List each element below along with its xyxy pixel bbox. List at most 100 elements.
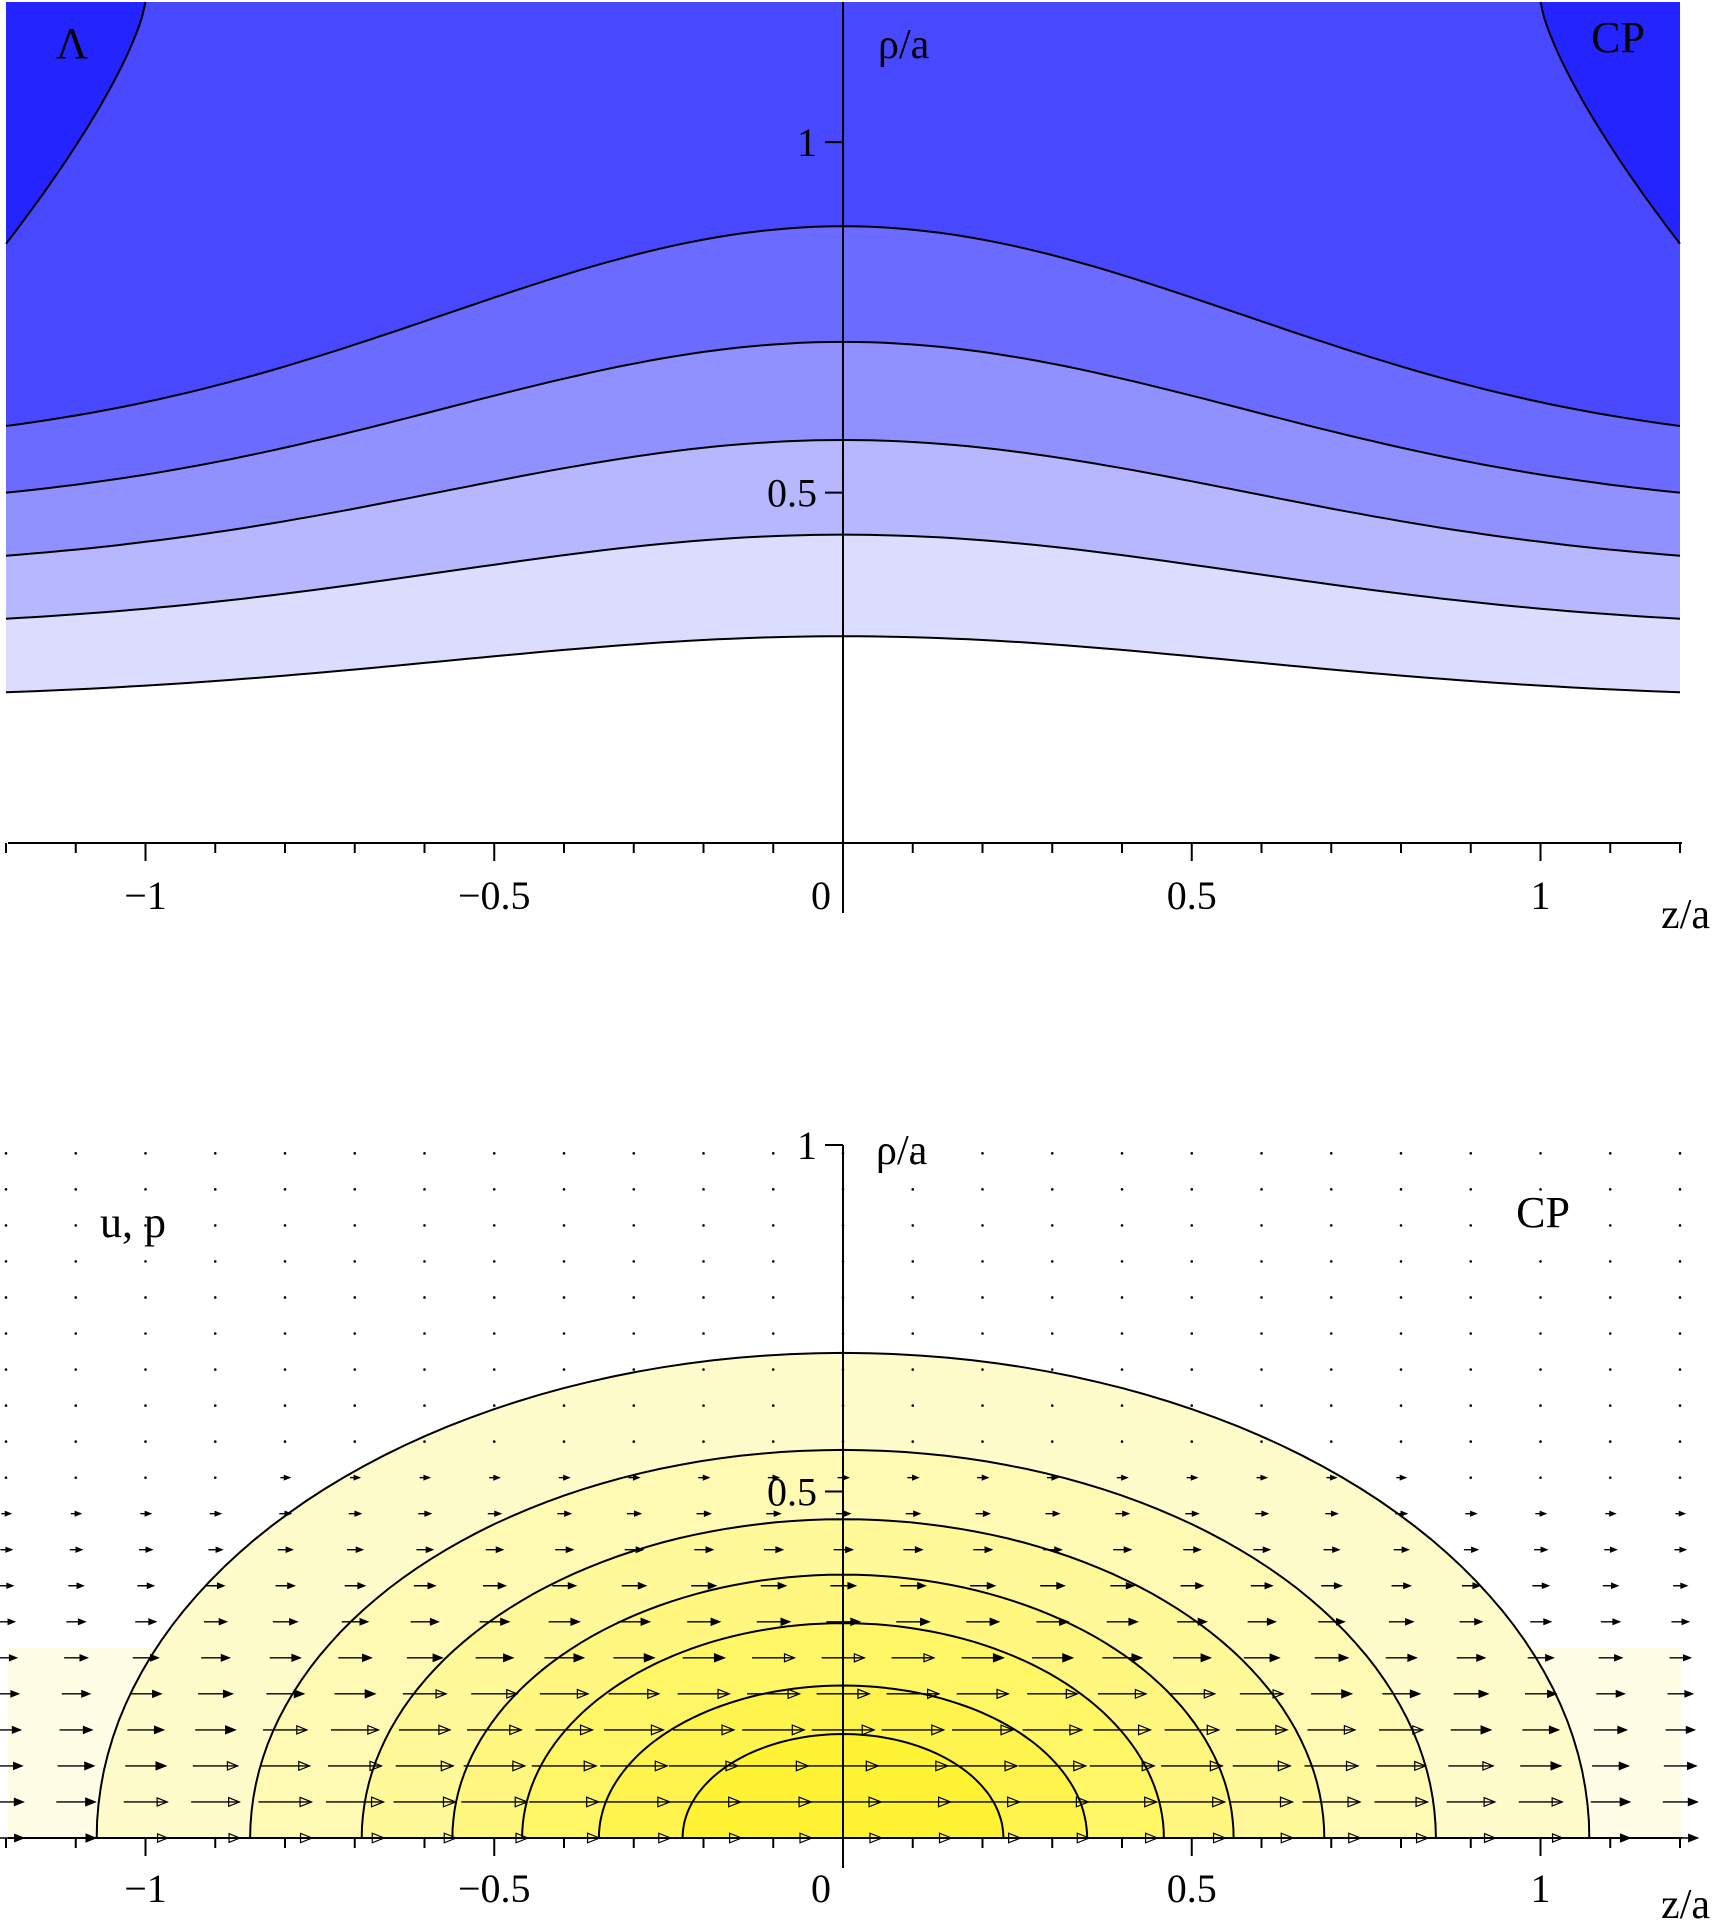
velocity-arrow-head xyxy=(914,1546,924,1554)
velocity-arrow-head xyxy=(5,1546,14,1553)
velocity-arrow-head xyxy=(1482,1760,1495,1771)
velocity-arrow-head xyxy=(937,1796,953,1808)
velocity-arrow-head xyxy=(1007,1796,1022,1808)
velocity-arrow xyxy=(195,1725,237,1735)
velocity-x-tick-label: 0.5 xyxy=(1167,1866,1217,1911)
velocity-arrow-head xyxy=(353,1474,362,1481)
velocity-arrow xyxy=(1190,1368,1194,1371)
velocity-arrow xyxy=(423,1260,426,1263)
velocity-arrow-head xyxy=(150,1653,160,1662)
velocity-x-tick-label: 0 xyxy=(811,1866,831,1911)
velocity-arrow xyxy=(198,1689,234,1699)
velocity-arrow-head xyxy=(1403,1582,1413,1590)
velocity-arrow-head xyxy=(1341,1689,1354,1699)
velocity-arrow xyxy=(1469,1368,1473,1371)
velocity-arrow-head xyxy=(1347,1796,1362,1808)
velocity-arrow xyxy=(1665,1725,1697,1734)
velocity-arrow xyxy=(483,1582,508,1590)
velocity-arrow xyxy=(1539,1332,1542,1335)
velocity-arrow-head xyxy=(647,1688,661,1700)
velocity-arrow xyxy=(492,1188,496,1191)
velocity-arrow-head xyxy=(637,1581,648,1590)
velocity-arrow-head xyxy=(362,1653,373,1663)
velocity-arrow-head xyxy=(214,1510,223,1517)
velocity-arrow xyxy=(74,1404,78,1407)
velocity-arrow xyxy=(347,1546,365,1554)
velocity-arrow xyxy=(70,1510,83,1517)
velocity-arrow xyxy=(763,1546,785,1554)
velocity-arrow xyxy=(1469,1476,1473,1479)
velocity-arrow xyxy=(702,1404,705,1407)
velocity-arrow xyxy=(756,1617,792,1627)
velocity-arrow xyxy=(1120,1440,1124,1443)
velocity-arrow xyxy=(4,1332,8,1335)
velocity-arrow xyxy=(1318,1617,1346,1626)
velocity-arrow xyxy=(275,1582,297,1590)
velocity-arrow-head xyxy=(643,1653,656,1663)
velocity-arrow-head xyxy=(865,1760,880,1772)
velocity-arrow xyxy=(144,1224,147,1227)
velocity-arrow xyxy=(1527,1653,1555,1662)
velocity-arrow xyxy=(877,1760,950,1772)
velocity-arrow xyxy=(1260,1152,1263,1155)
velocity-arrow xyxy=(74,1476,78,1479)
velocity-arrow-head xyxy=(357,1582,367,1590)
velocity-arrow xyxy=(945,1796,1022,1808)
velocity-arrow-head xyxy=(1687,1797,1699,1807)
lambda-contour-panel: −1 −0.5 0 0.5 1 0.5 1 Λ CP ρ/a z/a xyxy=(5,1,1710,938)
velocity-arrow-head xyxy=(721,1724,736,1736)
velocity-arrow-head xyxy=(1474,1618,1484,1626)
velocity-arrow-head xyxy=(11,1725,23,1734)
velocity-arrow-head xyxy=(500,1617,511,1626)
velocity-arrow xyxy=(204,1618,229,1626)
velocity-arrow-head xyxy=(497,1582,508,1590)
velocity-arrow xyxy=(981,1404,984,1407)
velocity-arrow xyxy=(1314,1653,1350,1663)
velocity-arrow xyxy=(1518,1797,1564,1807)
velocity-arrow xyxy=(881,1724,946,1736)
velocity-arrow-head xyxy=(84,1761,96,1771)
velocity-arrow-head xyxy=(1470,1510,1478,1517)
velocity-arrow xyxy=(492,1404,496,1407)
velocity-arrow xyxy=(1097,1688,1148,1700)
velocity-arrow-head xyxy=(1275,1724,1289,1736)
velocity-arrow xyxy=(283,1224,287,1227)
velocity-arrow xyxy=(632,1296,636,1299)
velocity-arrow-head xyxy=(4,1510,13,1517)
velocity-arrow xyxy=(1399,1260,1403,1263)
velocity-arrow xyxy=(475,1653,515,1663)
velocity-arrow xyxy=(558,1474,571,1481)
velocity-arrow xyxy=(1532,1582,1551,1590)
velocity-arrow xyxy=(479,1617,511,1626)
velocity-arrow xyxy=(74,1260,78,1263)
velocity-arrow-head xyxy=(216,1582,226,1590)
velocity-arrow xyxy=(1110,1581,1136,1590)
velocity-arrow xyxy=(57,1761,96,1771)
velocity-arrow-head xyxy=(222,1689,234,1699)
velocity-arrow xyxy=(0,1725,23,1734)
velocity-arrow xyxy=(0,1546,14,1553)
velocity-arrow xyxy=(1120,1368,1124,1371)
velocity-arrow xyxy=(1448,1760,1495,1771)
velocity-arrow xyxy=(1669,1654,1693,1662)
velocity-arrow-head xyxy=(299,1796,314,1808)
velocity-arrow-head xyxy=(567,1581,578,1590)
velocity-arrow xyxy=(1243,1653,1281,1663)
velocity-arrow-head xyxy=(632,1474,641,1481)
velocity-arrow xyxy=(68,1582,85,1590)
velocity-arrow xyxy=(1535,1510,1548,1517)
lambda-x-axis-label: z/a xyxy=(1661,892,1710,938)
velocity-arrow xyxy=(632,1440,636,1443)
velocity-arrow xyxy=(1608,1404,1612,1407)
velocity-arrow xyxy=(344,1582,367,1590)
velocity-arrow-head xyxy=(506,1688,519,1699)
velocity-arrow-head xyxy=(146,1582,156,1590)
velocity-arrow xyxy=(1608,1368,1612,1371)
velocity-arrow-head xyxy=(1550,1761,1563,1771)
velocity-arrow xyxy=(1323,1546,1341,1554)
velocity-arrow-head xyxy=(1000,1724,1015,1736)
velocity-arrow xyxy=(353,1224,357,1227)
velocity-arrow xyxy=(771,1440,775,1443)
velocity-arrow-head xyxy=(1615,1689,1626,1698)
velocity-arrow xyxy=(911,1224,915,1227)
